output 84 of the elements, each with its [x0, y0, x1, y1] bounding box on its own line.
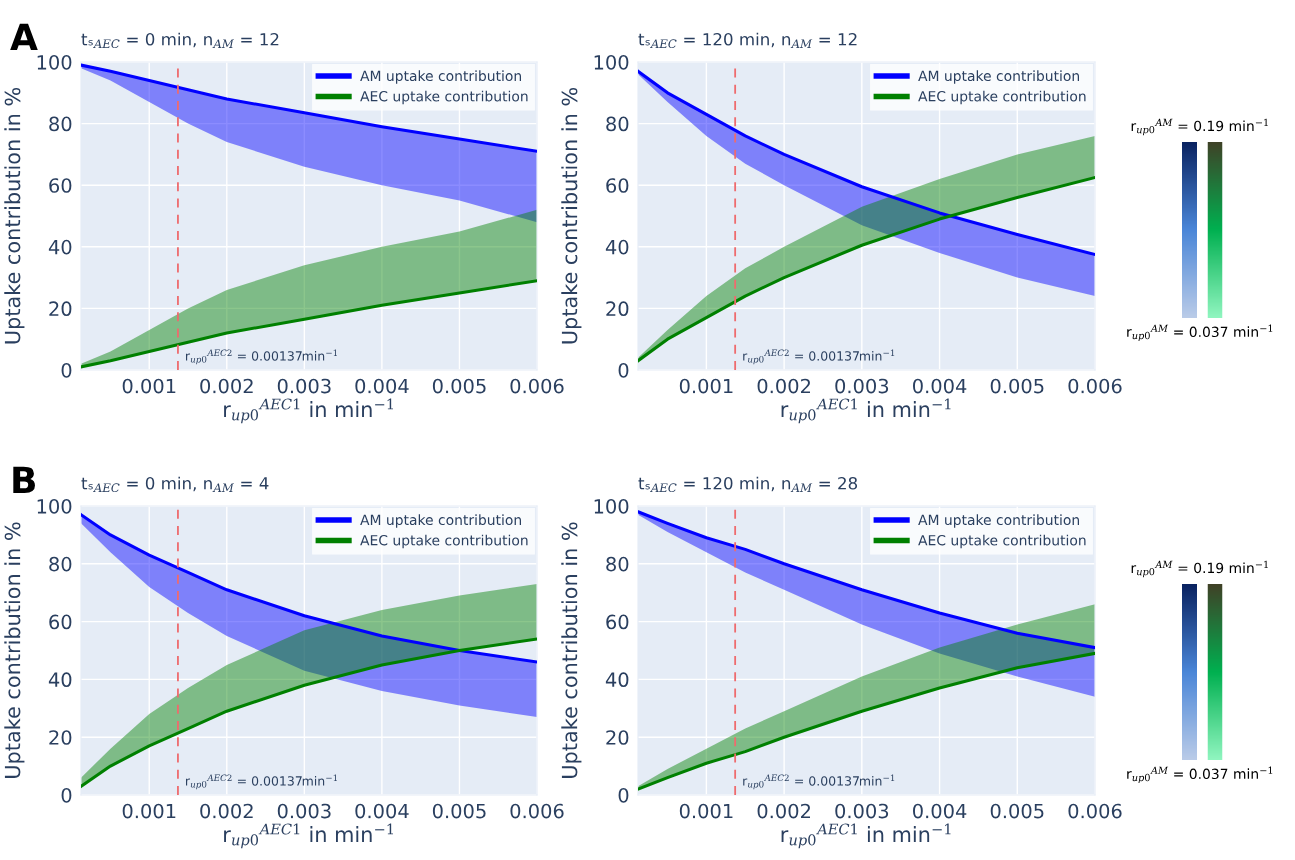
- x-tick-label: 0.006: [1068, 378, 1122, 394]
- chart-title: tₛ$_{AEC}$ = 120 min, n$_{AM}$ = 28: [638, 476, 858, 493]
- ref-line-label: r$_{up0}$$^{AEC2}$ = 0.00137min$^{−1}$: [186, 774, 337, 790]
- x-tick-label: 0.005: [990, 378, 1044, 394]
- line-series: [81, 637, 537, 788]
- y-tick-label: 20: [606, 730, 629, 745]
- y-tick-label: 80: [606, 116, 629, 132]
- text: B: [13, 466, 35, 493]
- chart-title: tₛ$_{AEC}$ = 120 min, n$_{AM}$ = 12: [638, 32, 857, 49]
- line-series: [81, 513, 537, 664]
- x-tick-label: 0.003: [277, 803, 331, 819]
- x-tick-label: 0.004: [355, 803, 409, 819]
- y-tick-label: 0: [61, 362, 72, 378]
- x-tick-label: 0.003: [835, 803, 889, 819]
- x-tick-label: 0.002: [200, 803, 253, 819]
- x-tick-label: 0.005: [432, 378, 486, 394]
- x-tick-label: 0.005: [432, 803, 486, 819]
- y-axis-title: Uptake contribution in %: [561, 87, 582, 344]
- y-tick-label: 100: [37, 54, 72, 70]
- x-tick-label: 0.002: [757, 378, 810, 394]
- y-axis-title: Uptake contribution in %: [4, 522, 25, 778]
- x-tick-label: 0.001: [122, 378, 176, 394]
- y-tick-label: 60: [49, 178, 72, 193]
- legend-label: AM uptake contribution: [360, 70, 521, 84]
- x-tick-label: 0.004: [355, 378, 409, 394]
- y-tick-label: 100: [594, 498, 629, 514]
- line-series: [638, 69, 1095, 257]
- x-axis-title: r$_{up0}$$^{AEC1}$ in min$^{−1}$: [781, 823, 951, 849]
- x-tick-label: 0.001: [679, 803, 733, 819]
- x-axis-title: r$_{up0}$$^{AEC1}$ in min$^{−1}$: [224, 823, 394, 849]
- y-tick-label: 40: [605, 672, 629, 688]
- y-tick-label: 100: [594, 54, 629, 70]
- y-tick-label: 20: [49, 730, 72, 745]
- x-tick-label: 0.003: [277, 378, 331, 394]
- x-tick-label: 0.001: [679, 378, 733, 394]
- text: r$_{up0}$$^{AM}$ = 0.037 min$^{−1}$: [1127, 324, 1273, 342]
- y-tick-label: 60: [49, 614, 72, 630]
- y-tick-label: 60: [606, 178, 629, 193]
- x-tick-label: 0.006: [510, 803, 564, 819]
- x-tick-label: 0.002: [200, 378, 253, 394]
- x-axis-title: r$_{up0}$$^{AEC1}$ in min$^{−1}$: [224, 398, 394, 424]
- legend-label: AEC uptake contribution: [360, 534, 528, 549]
- y-tick-label: 0: [61, 787, 72, 803]
- legend-label: AEC uptake contribution: [918, 90, 1086, 105]
- chart-title: tₛ$_{AEC}$ = 0 min, n$_{AM}$ = 12: [81, 32, 279, 49]
- y-tick-label: 40: [48, 672, 72, 688]
- ref-line-label: r$_{up0}$$^{AEC2}$ = 0.00137min$^{−1}$: [743, 349, 895, 365]
- x-tick-label: 0.004: [913, 378, 967, 394]
- x-tick-label: 0.006: [1068, 803, 1122, 819]
- line-series: [638, 510, 1095, 650]
- ref-line-label: r$_{up0}$$^{AEC2}$ = 0.00137min$^{−1}$: [743, 774, 895, 790]
- y-tick-label: 40: [48, 239, 72, 255]
- y-tick-label: 20: [49, 301, 72, 317]
- text: r$_{up0}$$^{AM}$ = 0.19 min$^{−1}$: [1131, 560, 1268, 578]
- x-tick-label: 0.003: [835, 378, 889, 394]
- text: A: [10, 23, 38, 50]
- x-tick-label: 0.004: [913, 803, 967, 819]
- y-tick-label: 0: [618, 362, 629, 378]
- ref-line-label: r$_{up0}$$^{AEC2}$ = 0.00137min$^{−1}$: [186, 349, 337, 365]
- y-tick-label: 60: [606, 614, 629, 630]
- y-tick-label: 0: [618, 787, 629, 803]
- x-tick-label: 0.002: [757, 803, 810, 819]
- line-series: [638, 175, 1095, 363]
- legend-label: AM uptake contribution: [918, 70, 1079, 84]
- legend-label: AEC uptake contribution: [360, 90, 528, 105]
- x-axis-title: r$_{up0}$$^{AEC1}$ in min$^{−1}$: [781, 398, 951, 424]
- y-tick-label: 20: [606, 301, 629, 317]
- y-tick-label: 40: [605, 239, 629, 255]
- x-tick-label: 0.006: [510, 378, 564, 394]
- y-tick-label: 100: [37, 498, 72, 514]
- text: r$_{up0}$$^{AM}$ = 0.19 min$^{−1}$: [1131, 118, 1268, 136]
- text: r$_{up0}$$^{AM}$ = 0.037 min$^{−1}$: [1127, 766, 1273, 784]
- y-tick-label: 80: [606, 556, 629, 572]
- y-tick-label: 80: [49, 116, 72, 132]
- legend-label: AM uptake contribution: [360, 514, 521, 528]
- legend-label: AEC uptake contribution: [918, 534, 1086, 549]
- legend-label: AM uptake contribution: [918, 514, 1079, 528]
- line-series: [638, 651, 1095, 791]
- x-tick-label: 0.001: [122, 803, 176, 819]
- y-tick-label: 80: [49, 556, 72, 572]
- y-axis-title: Uptake contribution in %: [4, 87, 25, 344]
- chart-title: tₛ$_{AEC}$ = 0 min, n$_{AM}$ = 4: [81, 476, 269, 493]
- x-tick-label: 0.005: [990, 803, 1044, 819]
- y-axis-title: Uptake contribution in %: [561, 522, 582, 778]
